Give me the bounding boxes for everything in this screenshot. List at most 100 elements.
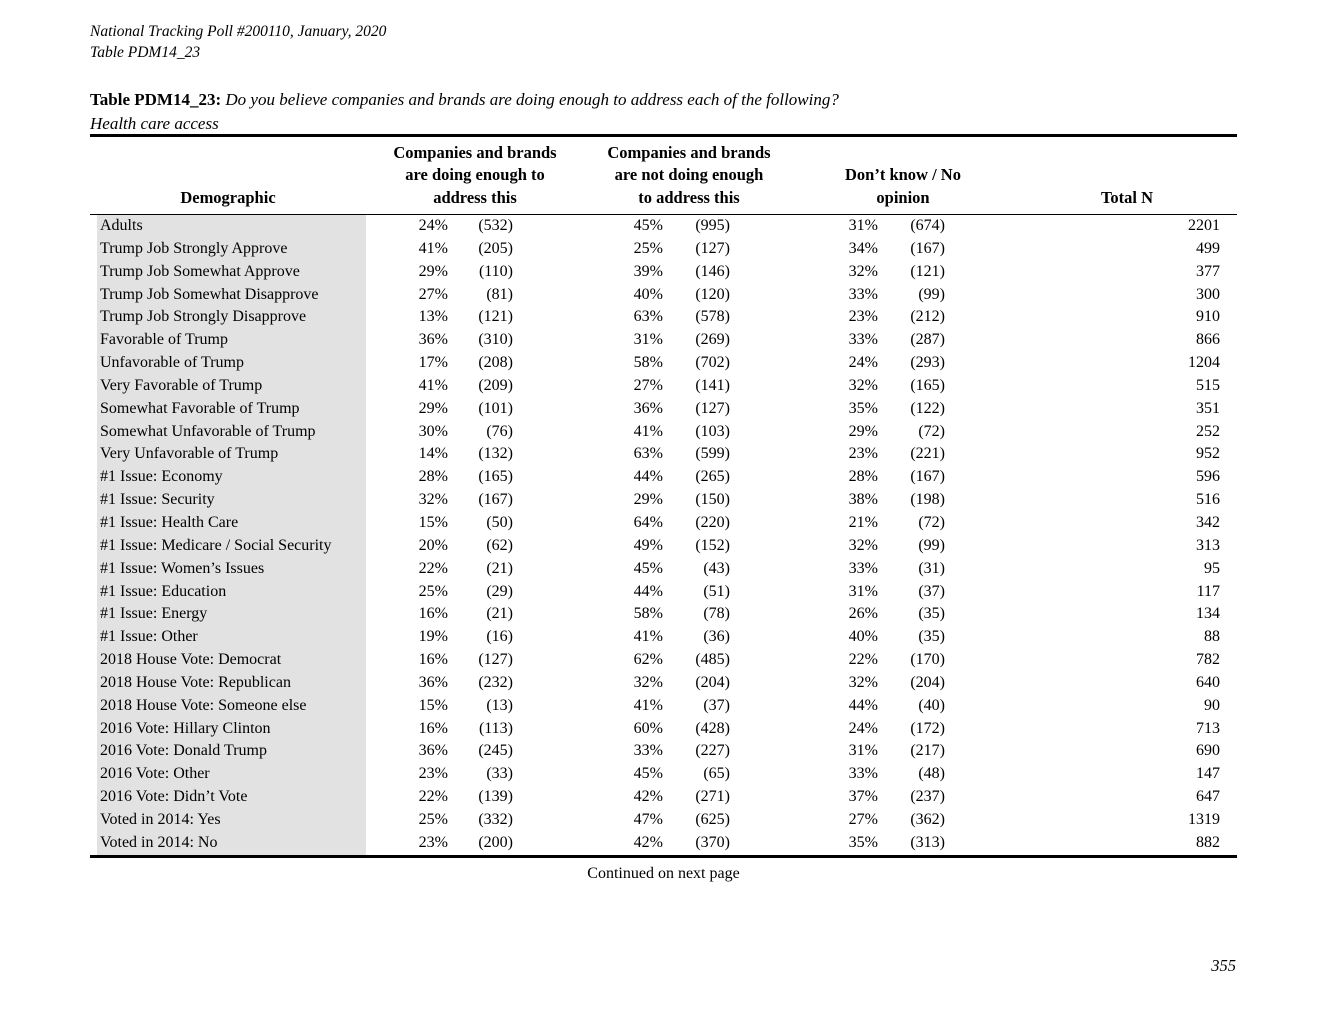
page-number: 355 bbox=[1211, 956, 1236, 975]
table-title-label: Table PDM14_23: bbox=[90, 90, 222, 109]
not-doing-enough-percent: 41% bbox=[633, 422, 663, 440]
doing-enough-percent: 25% bbox=[418, 810, 448, 828]
dont-know-count: (167) bbox=[910, 239, 945, 257]
doing-enough-count: (121) bbox=[478, 308, 513, 326]
dont-know-percent: 24% bbox=[848, 354, 878, 372]
dont-know-percent: 23% bbox=[848, 308, 878, 326]
doing-enough-count: (21) bbox=[486, 605, 513, 623]
doing-enough-percent: 36% bbox=[418, 673, 448, 691]
not-doing-enough-count: (127) bbox=[695, 399, 730, 417]
not-doing-enough-count: (103) bbox=[695, 422, 730, 440]
table-body: Adults 24% (532) 45% (995) 31% (674) 220… bbox=[90, 215, 1237, 858]
doing-enough-percent: 28% bbox=[418, 468, 448, 486]
table-title-question: Do you believe companies and brands are … bbox=[225, 90, 839, 109]
not-doing-enough-count: (370) bbox=[695, 833, 730, 851]
table-row: Voted in 2014: Yes 25% (332) 47% (625) 2… bbox=[90, 808, 1237, 832]
dont-know-count: (293) bbox=[910, 354, 945, 372]
doing-enough-count: (332) bbox=[478, 810, 513, 828]
column-header-doing-enough: Companies and brands are doing enough to… bbox=[393, 142, 557, 207]
table-row: Very Favorable of Trump 41% (209) 27% (1… bbox=[90, 374, 1237, 398]
total-n-value: 596 bbox=[1196, 468, 1220, 486]
dont-know-percent: 31% bbox=[848, 582, 878, 600]
table-row: Trump Job Somewhat Approve 29% (110) 39%… bbox=[90, 260, 1237, 284]
doing-enough-count: (21) bbox=[486, 559, 513, 577]
table-row: 2016 Vote: Hillary Clinton 16% (113) 60%… bbox=[90, 717, 1237, 741]
table-row: Very Unfavorable of Trump 14% (132) 63% … bbox=[90, 443, 1237, 467]
row-demographic-label: Somewhat Unfavorable of Trump bbox=[90, 420, 366, 444]
table-row: 2016 Vote: Donald Trump 36% (245) 33% (2… bbox=[90, 740, 1237, 764]
total-n-value: 713 bbox=[1196, 719, 1220, 737]
row-demographic-label: Somewhat Favorable of Trump bbox=[90, 397, 366, 421]
dont-know-percent: 33% bbox=[848, 559, 878, 577]
dont-know-percent: 40% bbox=[848, 628, 878, 646]
total-n-value: 134 bbox=[1196, 605, 1220, 623]
not-doing-enough-percent: 44% bbox=[633, 582, 663, 600]
total-n-value: 300 bbox=[1196, 285, 1220, 303]
dont-know-percent: 35% bbox=[848, 833, 878, 851]
not-doing-enough-count: (37) bbox=[703, 696, 730, 714]
doing-enough-percent: 20% bbox=[418, 536, 448, 554]
dont-know-percent: 32% bbox=[848, 262, 878, 280]
not-doing-enough-count: (227) bbox=[695, 742, 730, 760]
dont-know-percent: 38% bbox=[848, 491, 878, 509]
not-doing-enough-percent: 42% bbox=[633, 788, 663, 806]
dont-know-count: (198) bbox=[910, 491, 945, 509]
total-n-value: 95 bbox=[1204, 559, 1220, 577]
doing-enough-percent: 27% bbox=[418, 285, 448, 303]
doing-enough-count: (101) bbox=[478, 399, 513, 417]
doing-enough-percent: 29% bbox=[418, 399, 448, 417]
doing-enough-percent: 36% bbox=[418, 742, 448, 760]
row-demographic-label: #1 Issue: Education bbox=[90, 580, 366, 604]
dont-know-percent: 23% bbox=[848, 445, 878, 463]
total-n-value: 1204 bbox=[1188, 354, 1220, 372]
dont-know-percent: 37% bbox=[848, 788, 878, 806]
doing-enough-count: (310) bbox=[478, 331, 513, 349]
not-doing-enough-percent: 40% bbox=[633, 285, 663, 303]
dont-know-percent: 24% bbox=[848, 719, 878, 737]
row-demographic-label: 2016 Vote: Other bbox=[90, 763, 366, 787]
doing-enough-percent: 24% bbox=[418, 217, 448, 234]
row-demographic-label: 2016 Vote: Didn’t Vote bbox=[90, 786, 366, 809]
dont-know-percent: 22% bbox=[848, 651, 878, 669]
dont-know-percent: 34% bbox=[848, 239, 878, 257]
table-row: Trump Job Somewhat Disapprove 27% (81) 4… bbox=[90, 283, 1237, 307]
not-doing-enough-count: (120) bbox=[695, 285, 730, 303]
row-demographic-label: 2018 House Vote: Democrat bbox=[90, 649, 366, 672]
table-row: Voted in 2014: No 23% (200) 42% (370) 35… bbox=[90, 831, 1237, 855]
row-demographic-label: Unfavorable of Trump bbox=[90, 352, 366, 375]
not-doing-enough-percent: 27% bbox=[633, 376, 663, 394]
total-n-value: 640 bbox=[1196, 673, 1220, 691]
row-demographic-label: Trump Job Strongly Approve bbox=[90, 237, 366, 261]
total-n-value: 499 bbox=[1196, 239, 1220, 257]
doing-enough-percent: 15% bbox=[418, 696, 448, 714]
total-n-value: 952 bbox=[1196, 445, 1220, 463]
table-row: 2018 House Vote: Democrat 16% (127) 62% … bbox=[90, 649, 1237, 672]
dont-know-count: (35) bbox=[918, 628, 945, 646]
total-n-value: 342 bbox=[1196, 513, 1220, 531]
total-n-value: 88 bbox=[1204, 628, 1220, 646]
dont-know-percent: 31% bbox=[848, 742, 878, 760]
row-demographic-label: Voted in 2014: Yes bbox=[90, 808, 366, 832]
dont-know-count: (37) bbox=[918, 582, 945, 600]
dont-know-count: (172) bbox=[910, 719, 945, 737]
not-doing-enough-percent: 60% bbox=[633, 719, 663, 737]
dont-know-percent: 29% bbox=[848, 422, 878, 440]
doing-enough-count: (232) bbox=[478, 673, 513, 691]
doing-enough-percent: 22% bbox=[418, 559, 448, 577]
not-doing-enough-count: (995) bbox=[695, 217, 730, 234]
row-demographic-label: Voted in 2014: No bbox=[90, 831, 366, 855]
doing-enough-count: (76) bbox=[486, 422, 513, 440]
table-row: #1 Issue: Energy 16% (21) 58% (78) 26% (… bbox=[90, 603, 1237, 627]
dont-know-percent: 33% bbox=[848, 285, 878, 303]
poll-title-line: National Tracking Poll #200110, January,… bbox=[90, 23, 387, 40]
not-doing-enough-percent: 44% bbox=[633, 468, 663, 486]
row-demographic-label: Very Favorable of Trump bbox=[90, 374, 366, 398]
doing-enough-count: (205) bbox=[478, 239, 513, 257]
not-doing-enough-count: (36) bbox=[703, 628, 730, 646]
not-doing-enough-count: (43) bbox=[703, 559, 730, 577]
column-header-demographic: Demographic bbox=[180, 187, 276, 207]
table-row: #1 Issue: Security 32% (167) 29% (150) 3… bbox=[90, 489, 1237, 512]
not-doing-enough-percent: 47% bbox=[633, 810, 663, 828]
dont-know-percent: 28% bbox=[848, 468, 878, 486]
doing-enough-percent: 17% bbox=[418, 354, 448, 372]
